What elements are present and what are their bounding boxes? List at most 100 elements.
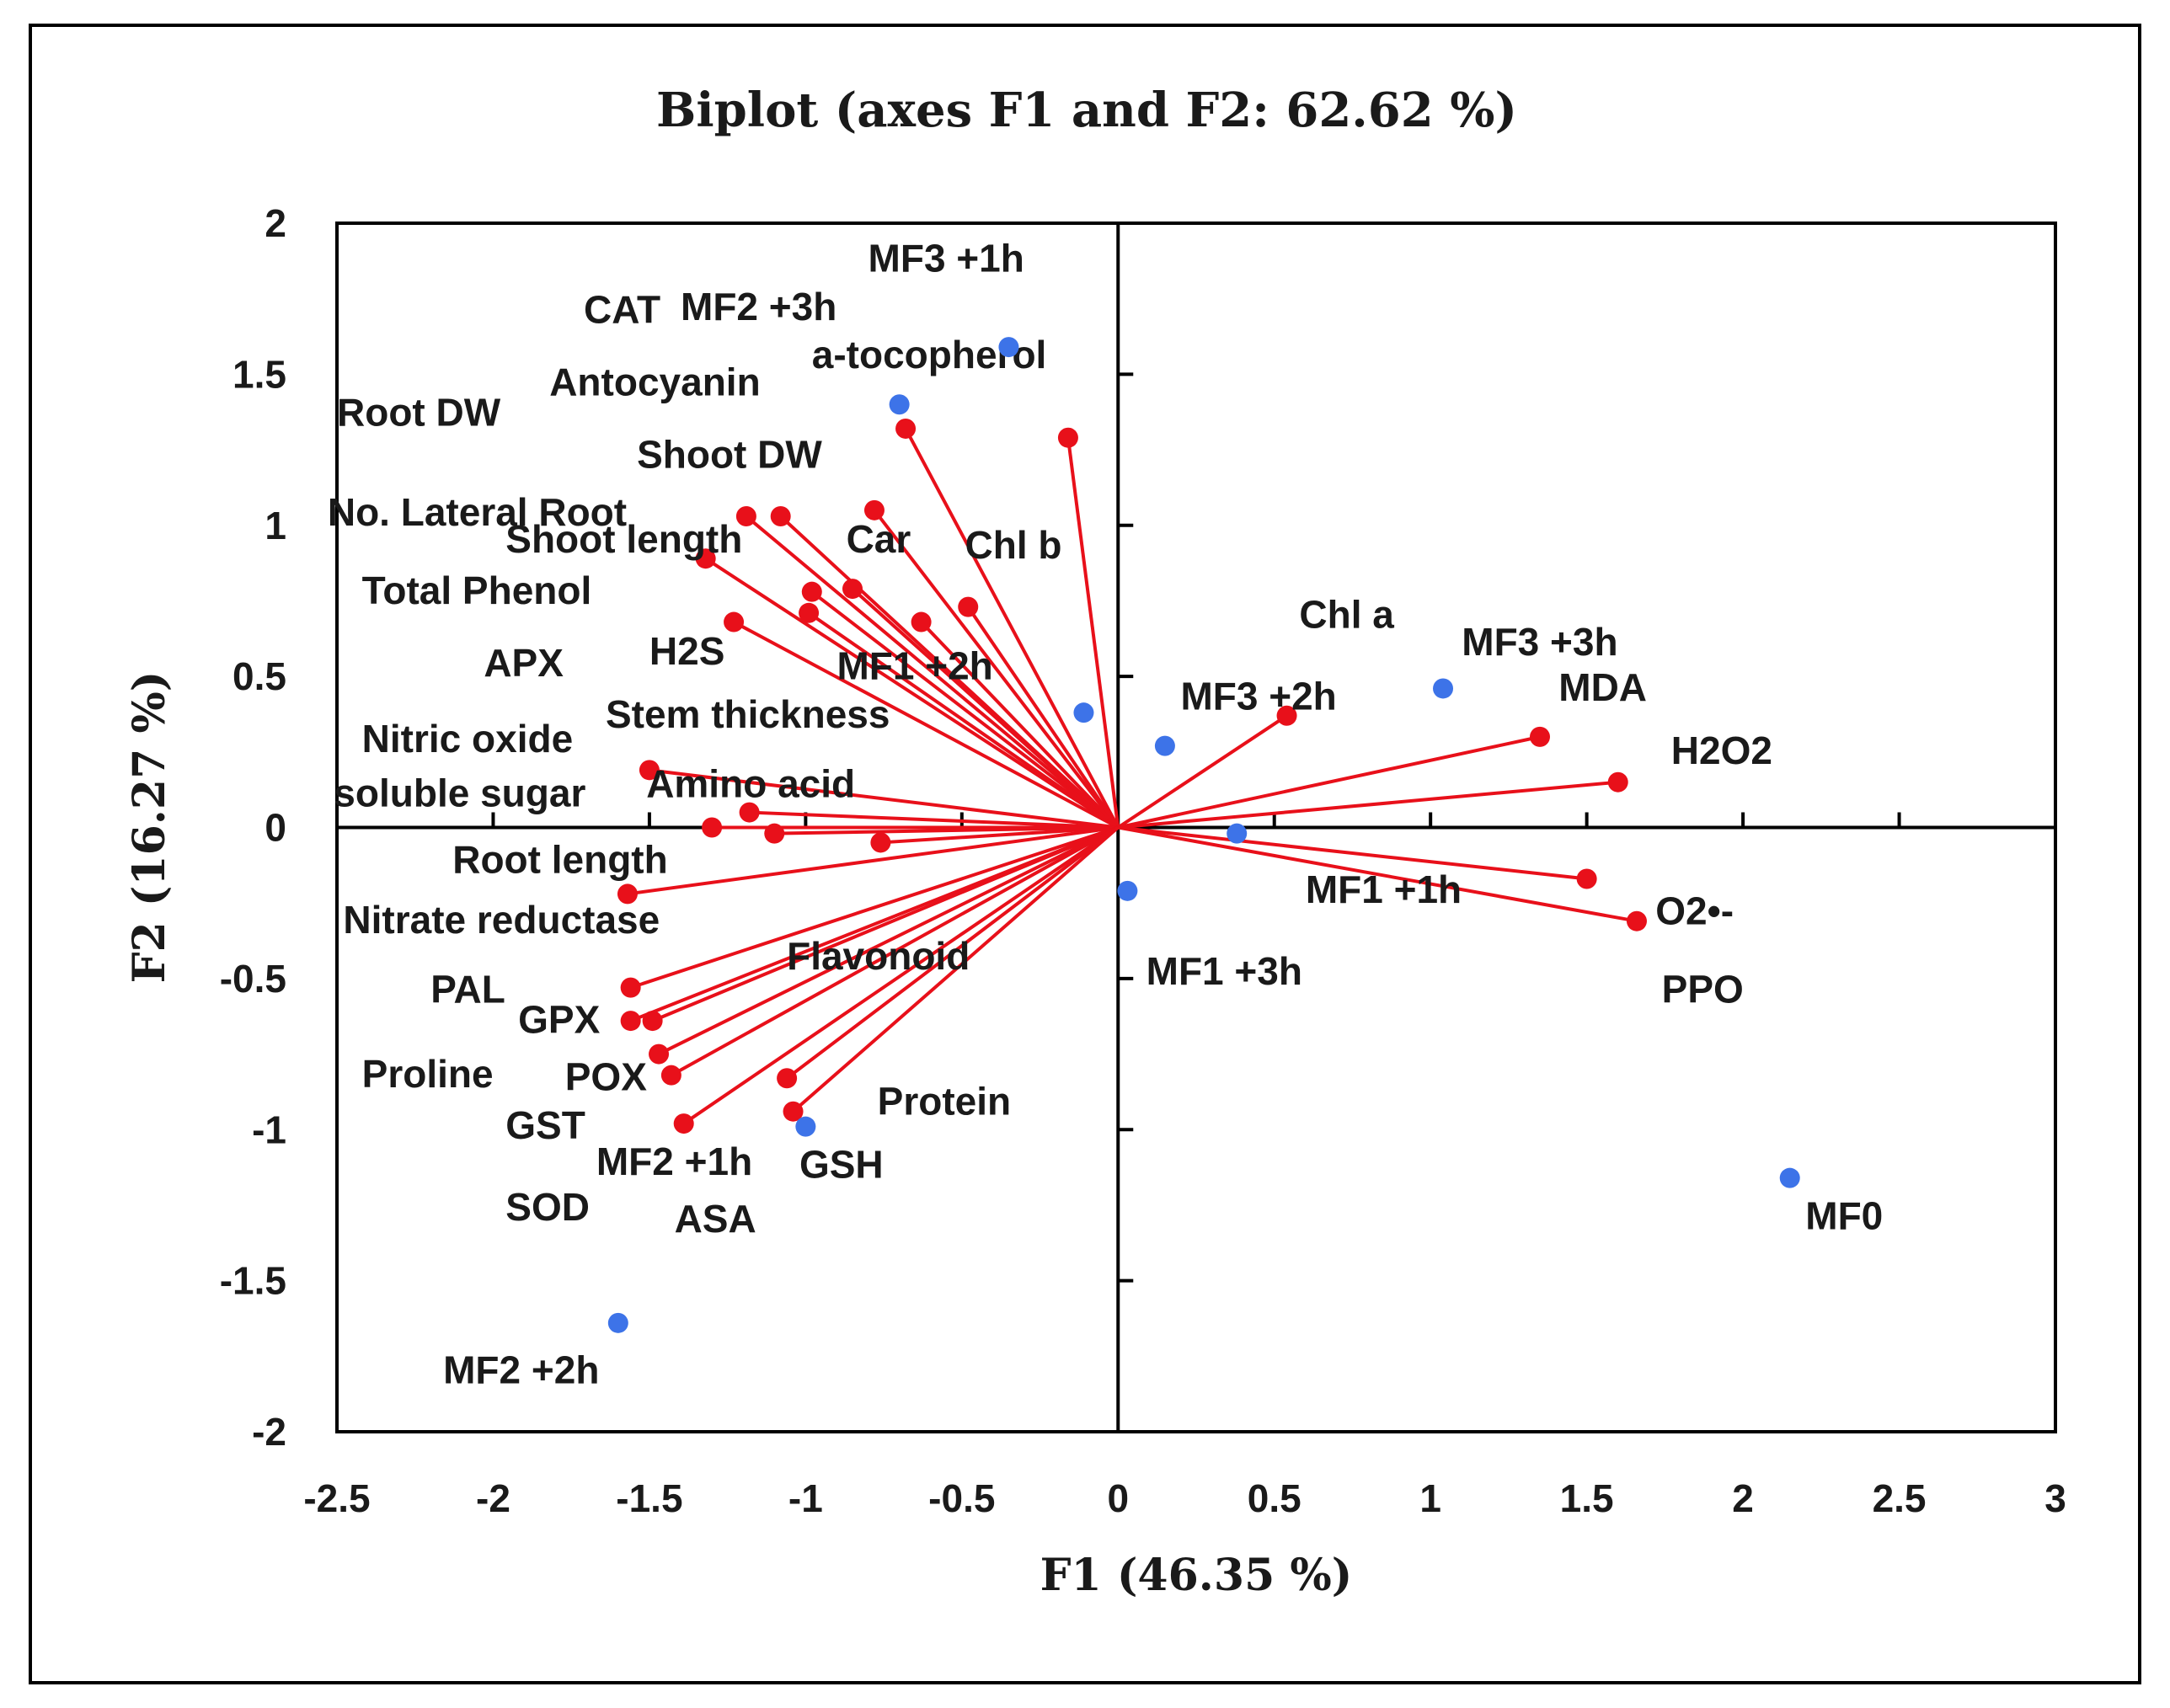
variable-label: GST: [505, 1103, 585, 1147]
variable-label: Stem thickness: [606, 692, 890, 736]
variable-vector-tip: [620, 977, 641, 998]
variable-label: Total Phenol: [362, 568, 592, 612]
variable-vector-tip: [895, 418, 917, 439]
observation-label: MF1 +1h: [1306, 867, 1462, 911]
variable-label: Shoot DW: [637, 433, 822, 477]
variable-vector-tip: [777, 1068, 798, 1089]
variable-label: APX: [484, 641, 564, 685]
variable-label: Shoot length: [505, 517, 742, 561]
x-tick-label: 1: [1419, 1476, 1441, 1520]
observation-label: MF1 +3h: [1146, 949, 1302, 993]
variable-vector-tip: [863, 499, 885, 520]
observation-label: MF3 +1h: [869, 236, 1024, 280]
variable-vector-tip: [702, 817, 723, 838]
x-tick-label: 2.5: [1873, 1476, 1927, 1520]
variable-label: Root DW: [337, 390, 501, 434]
variable-label: SOD: [505, 1185, 590, 1229]
observation-label: MF2 +2h: [443, 1348, 599, 1392]
variable-label: Root length: [452, 837, 668, 881]
variable-vector-line: [851, 587, 1120, 829]
y-tick-label: 1: [265, 504, 286, 547]
variable-vector-line: [920, 621, 1120, 829]
x-tick-label: 1.5: [1560, 1476, 1614, 1520]
observation-point: [1779, 1167, 1800, 1188]
observation-label: MF2 +1h: [596, 1140, 752, 1183]
variable-label: Nitric oxide: [362, 717, 574, 761]
variable-vector-line: [649, 768, 1119, 830]
observation-label: MF2 +3h: [681, 285, 836, 328]
variable-vector-tip: [783, 1101, 804, 1122]
variable-vector-tip: [1530, 726, 1550, 747]
observation-point: [1433, 678, 1454, 699]
observation-labels: MF3 +1h MF2 +3h MF1 +2h MF3 +2h MF3 +3h MF1 +…: [443, 236, 1883, 1391]
y-axis-ticks: 2 1.5 1 0.5 0 -0.5 -1 -1.5 -2: [220, 201, 286, 1454]
variable-label: Chl a: [1299, 593, 1394, 637]
variable-vector-tip: [764, 823, 785, 844]
variable-vector-tip: [1607, 771, 1628, 793]
variable-vector-line: [792, 825, 1120, 1113]
variable-vector-tip: [911, 611, 932, 632]
observation-point: [998, 337, 1019, 358]
variable-vector-line: [1118, 780, 1618, 830]
variable-label: PPO: [1662, 968, 1744, 1011]
variable-vector-tip: [724, 611, 745, 632]
variable-vector-tip: [673, 1113, 694, 1134]
variable-vector-line: [627, 825, 1119, 896]
variable-vector-tip: [801, 581, 822, 602]
observation-label: MF0: [1805, 1194, 1883, 1238]
observation-point: [1117, 880, 1138, 901]
x-tick-label: -1.5: [616, 1476, 682, 1520]
variable-label: H2S: [649, 629, 724, 673]
x-tick-label: 2: [1732, 1476, 1754, 1520]
observation-point: [795, 1116, 816, 1137]
variable-vector-line: [749, 810, 1119, 830]
variable-label: CAT: [584, 287, 660, 331]
observation-point: [1073, 702, 1094, 723]
variable-vector-line: [670, 825, 1120, 1077]
variable-label: O2•-: [1655, 889, 1734, 932]
y-tick-label: -2: [252, 1410, 286, 1454]
x-tick-label: -2.5: [303, 1476, 370, 1520]
x-tick-label: -2: [476, 1476, 510, 1520]
variable-label: soluble sugar: [334, 771, 585, 814]
variable-vector-line: [1118, 825, 1587, 881]
variable-label: Proline: [362, 1052, 494, 1096]
variable-vector-tip: [842, 579, 863, 600]
chart-title: Biplot (axes F1 and F2: 62.62 %): [656, 83, 1517, 138]
variable-label: No. Lateral Root: [328, 490, 627, 534]
variable-vector-line: [745, 515, 1120, 830]
variable-label: Antocyanin: [549, 360, 760, 403]
variable-vector-line: [966, 606, 1120, 829]
variable-vector-tip: [639, 760, 660, 781]
variable-vector-tip: [617, 883, 638, 905]
variable-vector-tip: [695, 548, 716, 569]
variable-label: Car: [847, 517, 911, 561]
variable-label: Chl b: [965, 523, 1062, 567]
variable-vector-line: [630, 825, 1119, 990]
observation-points: [607, 337, 1800, 1333]
y-tick-label: -1: [252, 1108, 286, 1151]
variable-vector-line: [658, 825, 1120, 1056]
y-tick-label: 2: [265, 201, 286, 245]
variable-label: GPX: [518, 997, 600, 1041]
variable-vector-tip: [735, 505, 756, 526]
variable-vector-line: [880, 825, 1119, 845]
variable-vector-line: [807, 611, 1120, 830]
variable-vector-line: [682, 825, 1120, 1125]
variable-vector-tip: [660, 1065, 681, 1086]
variable-vector-line: [1117, 825, 1638, 923]
variable-label: MDA: [1558, 665, 1647, 709]
y-tick-label: 1.5: [232, 352, 286, 396]
variable-vector-line: [873, 509, 1120, 829]
y-tick-label: -1.5: [220, 1259, 286, 1303]
variable-vector-line: [810, 590, 1120, 830]
variable-vector-tip: [642, 1011, 663, 1032]
variable-vector-line: [774, 825, 1119, 835]
observation-point: [1227, 823, 1248, 844]
observation-label: MF3 +2h: [1180, 675, 1336, 718]
variable-label: PAL: [430, 968, 505, 1011]
x-tick-label: 3: [2044, 1476, 2066, 1520]
y-tick-label: 0: [265, 806, 286, 850]
